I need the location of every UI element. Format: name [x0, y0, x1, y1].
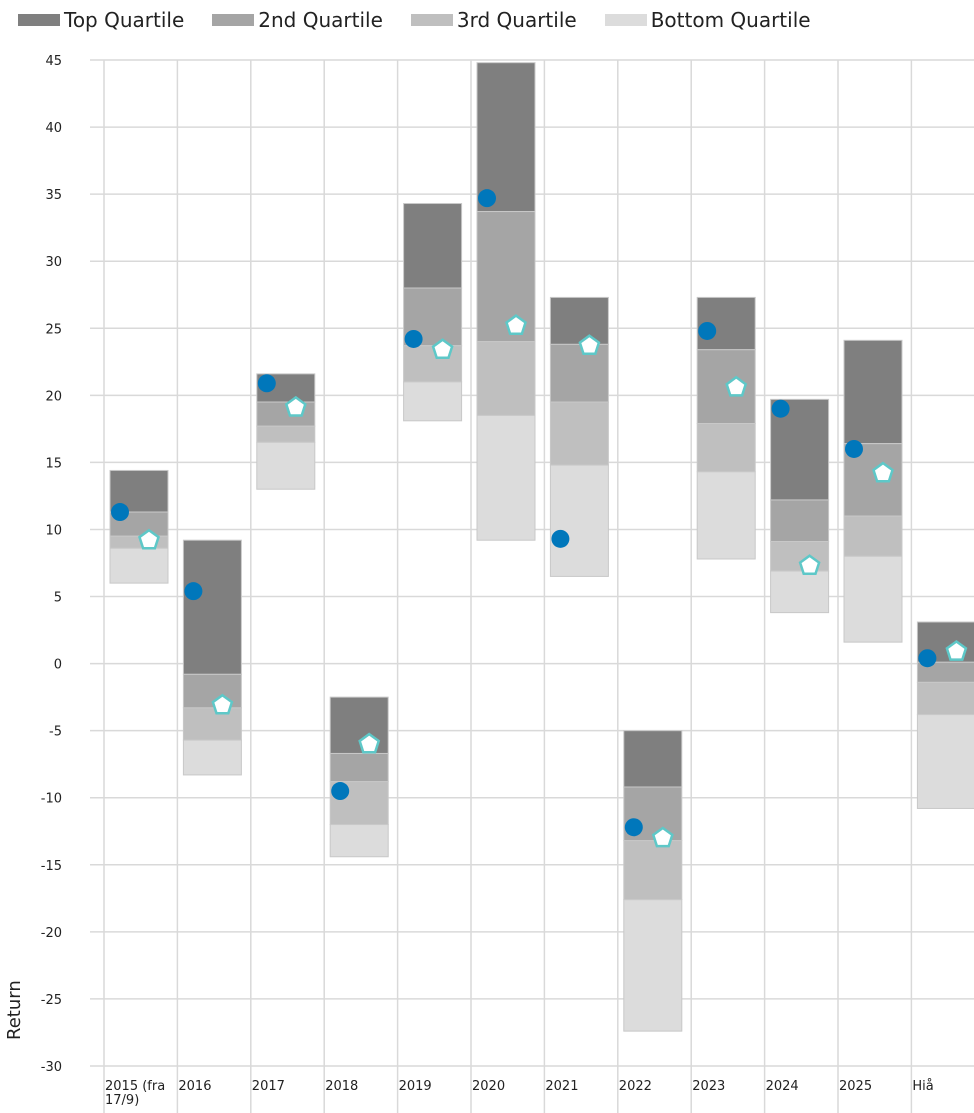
- quartile-bar-top: [329, 696, 389, 754]
- x-tick-label: 2016: [178, 1079, 211, 1094]
- fund-marker: [331, 782, 350, 801]
- legend-swatch-top: [18, 14, 60, 26]
- quartile-bar-3rd: [403, 345, 463, 383]
- benchmark-marker: [872, 461, 894, 483]
- quartile-bar-3rd: [623, 840, 683, 901]
- x-tick-label: 2017: [252, 1079, 285, 1094]
- quartile-bar-top: [476, 62, 536, 213]
- y-tick-label: 45: [45, 54, 62, 69]
- quartile-bar-bottom: [843, 555, 903, 643]
- fund-marker: [845, 439, 863, 458]
- benchmark-marker: [725, 375, 748, 397]
- benchmark-marker: [358, 732, 381, 754]
- quartile-bar-bottom: [623, 899, 683, 1032]
- quartile-bar-3rd: [476, 341, 536, 416]
- x-tick-label: 2025: [839, 1079, 872, 1094]
- quartile-bar-bottom: [403, 381, 463, 422]
- y-tick-label: 20: [45, 389, 62, 404]
- benchmark-marker: [651, 826, 674, 848]
- fund-marker: [184, 582, 203, 601]
- quartile-bar-bottom: [329, 824, 389, 858]
- quartile-bar-3rd: [696, 423, 756, 473]
- y-tick-label: 30: [45, 255, 62, 270]
- legend-label-2nd: 2nd Quartile: [258, 8, 383, 32]
- legend-swatch-bottom: [604, 14, 647, 26]
- fund-marker: [478, 189, 496, 208]
- x-tick-label: Hiå: [912, 1079, 933, 1094]
- legend: Top Quartile 2nd Quartile 3rd Quartile B…: [18, 6, 839, 34]
- quartile-bar-bottom: [770, 570, 830, 614]
- x-tick-label: 2022: [619, 1079, 652, 1094]
- legend-item-3rd-quartile: 3rd Quartile: [410, 8, 577, 32]
- fund-marker: [404, 329, 423, 348]
- x-tick-label: 2020: [472, 1079, 505, 1094]
- fund-marker: [918, 649, 937, 668]
- fund-marker: [771, 399, 790, 418]
- y-tick-label: 40: [45, 121, 62, 136]
- fund-marker: [111, 503, 129, 522]
- quartile-bar-top: [623, 730, 683, 788]
- benchmark-marker: [945, 639, 968, 661]
- y-tick-label: -5: [49, 725, 62, 740]
- x-tick-label: 2018: [325, 1079, 358, 1094]
- benchmark-marker: [798, 554, 821, 576]
- legend-label-3rd: 3rd Quartile: [456, 8, 577, 32]
- fund-marker: [624, 818, 643, 837]
- benchmark-marker: [505, 314, 527, 335]
- quartile-bar-top: [403, 203, 463, 289]
- x-tick-label: 2021: [545, 1079, 578, 1094]
- quartile-bar-top: [549, 296, 609, 345]
- legend-item-bottom-quartile: Bottom Quartile: [604, 8, 811, 32]
- quartile-bar-2nd: [329, 752, 389, 783]
- quartile-bar-3rd: [549, 401, 609, 466]
- y-tick-label: -10: [41, 792, 62, 807]
- fund-marker: [257, 374, 276, 393]
- x-tick-label: 2023: [692, 1079, 725, 1094]
- benchmark-marker: [431, 338, 454, 360]
- quartile-bar-3rd: [256, 425, 316, 443]
- y-tick-label: 0: [54, 658, 62, 673]
- legend-item-2nd-quartile: 2nd Quartile: [212, 8, 383, 32]
- quartile-bar-2nd: [770, 499, 830, 543]
- fund-marker: [698, 321, 717, 340]
- benchmark-marker: [284, 395, 307, 417]
- x-tick-label: 2019: [399, 1079, 432, 1094]
- quartile-bar-3rd: [182, 707, 242, 741]
- y-tick-label: 15: [45, 456, 62, 471]
- quartile-bar-bottom: [916, 714, 974, 809]
- legend-label-bottom: Bottom Quartile: [650, 8, 811, 32]
- legend-swatch-2nd: [212, 14, 255, 26]
- quartile-bar-top: [843, 339, 903, 445]
- x-tick-label: 2024: [766, 1079, 799, 1094]
- quartile-bar-top: [182, 539, 242, 675]
- quartile-bar-bottom: [696, 471, 756, 560]
- legend-swatch-3rd: [410, 14, 453, 26]
- fund-marker: [551, 529, 570, 548]
- y-tick-label: -25: [41, 993, 62, 1008]
- quartile-bar-bottom: [182, 739, 242, 776]
- y-axis-label: Return: [4, 980, 25, 1040]
- quartile-bar-bottom: [256, 441, 316, 490]
- quartile-bar-bottom: [476, 414, 536, 541]
- x-tick-label: 2015 (fra 17/9): [105, 1079, 165, 1108]
- y-tick-label: 5: [54, 591, 62, 606]
- benchmark-marker: [211, 693, 234, 715]
- benchmark-marker: [578, 334, 601, 356]
- quartile-bar-bottom: [549, 464, 609, 577]
- legend-label-top: Top Quartile: [64, 8, 185, 32]
- y-tick-label: 35: [45, 188, 62, 203]
- quartile-bar-3rd: [916, 681, 974, 716]
- y-tick-label: -20: [41, 926, 62, 941]
- quartile-bar-2nd: [549, 343, 609, 403]
- legend-item-top-quartile: Top Quartile: [18, 8, 184, 32]
- y-tick-label: 25: [45, 322, 62, 337]
- quartile-bar-3rd: [843, 515, 903, 557]
- y-tick-label: 10: [45, 523, 62, 538]
- quartile-bar-3rd: [770, 541, 830, 572]
- quartile-bar-bottom: [109, 547, 169, 584]
- y-tick-label: -15: [41, 859, 62, 874]
- benchmark-marker: [138, 528, 160, 550]
- y-tick-label: -30: [41, 1060, 62, 1075]
